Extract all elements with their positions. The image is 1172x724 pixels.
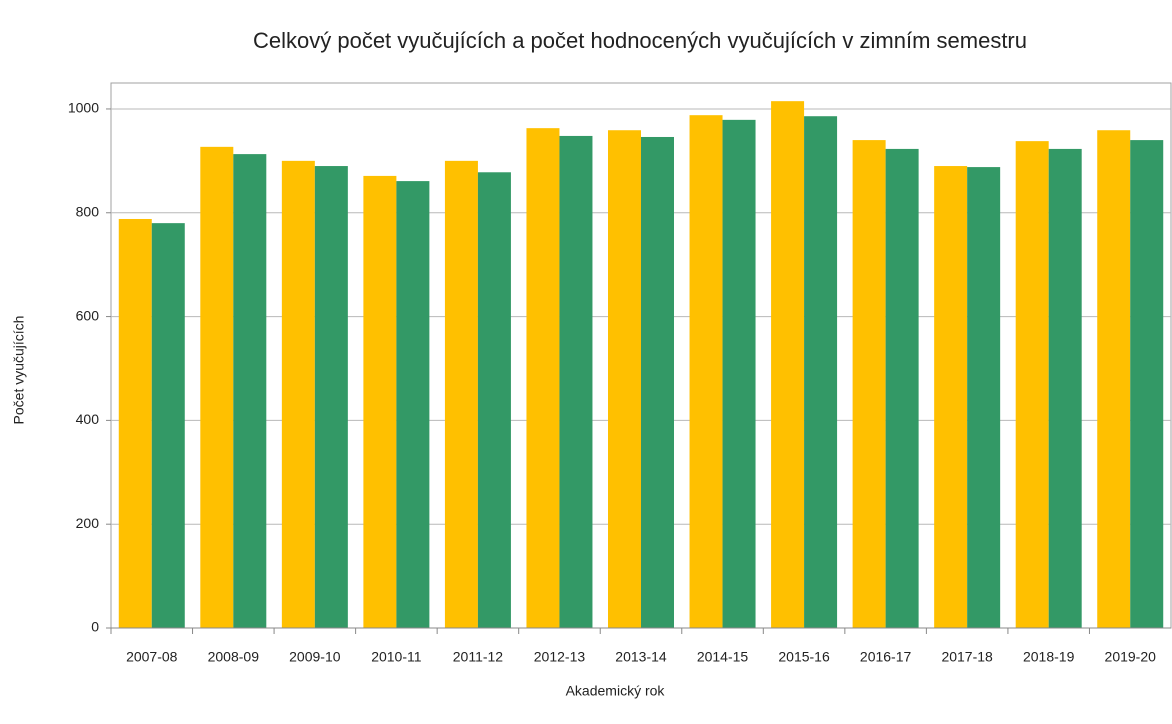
x-axis-label: Akademický rok [566, 683, 666, 699]
x-tick-label: 2008-09 [208, 649, 260, 665]
x-tick-label: 2013-14 [615, 649, 667, 665]
bar [934, 166, 968, 629]
bar [526, 128, 560, 628]
bar [722, 119, 756, 628]
x-tick-label: 2017-18 [941, 649, 993, 665]
bar [281, 160, 315, 628]
y-tick-label: 0 [91, 619, 99, 635]
x-tick-label: 2009-10 [289, 649, 341, 665]
bar [689, 115, 723, 628]
bar [200, 146, 234, 629]
x-tick-label: 2010-11 [371, 649, 422, 665]
bar [804, 116, 838, 628]
bar [1015, 141, 1049, 628]
bar [852, 140, 886, 628]
y-axis-label: Počet vyučujících [11, 316, 27, 425]
x-tick-label: 2019-20 [1105, 649, 1157, 665]
y-tick-label: 600 [76, 307, 100, 323]
bar [314, 166, 348, 629]
x-tick-label: 2016-17 [860, 649, 912, 665]
y-tick-label: 1000 [68, 100, 99, 116]
bar [1097, 130, 1131, 628]
bar [444, 160, 478, 628]
bar [151, 223, 185, 628]
x-tick-label: 2007-08 [126, 649, 178, 665]
bar [885, 148, 919, 628]
bar [233, 154, 267, 628]
bar [641, 136, 674, 628]
bar [967, 167, 1001, 629]
x-tick-label: 2014-15 [697, 649, 749, 665]
bar [1048, 148, 1082, 628]
bar [477, 172, 511, 628]
y-tick-label: 400 [76, 411, 100, 427]
bar [1130, 140, 1164, 628]
x-tick-label: 2018-19 [1023, 649, 1075, 665]
bar [396, 181, 430, 628]
bar [118, 218, 152, 628]
bar [771, 101, 805, 628]
x-tick-label: 2015-16 [778, 649, 830, 665]
y-tick-label: 800 [76, 203, 100, 219]
x-tick-label: 2011-12 [453, 649, 504, 665]
bar [559, 135, 593, 628]
x-tick-label: 2012-13 [534, 649, 586, 665]
y-tick-label: 200 [76, 515, 100, 531]
chart-title: Celkový počet vyučujících a počet hodnoc… [253, 28, 1027, 53]
bar [363, 175, 397, 628]
bar [608, 130, 641, 628]
